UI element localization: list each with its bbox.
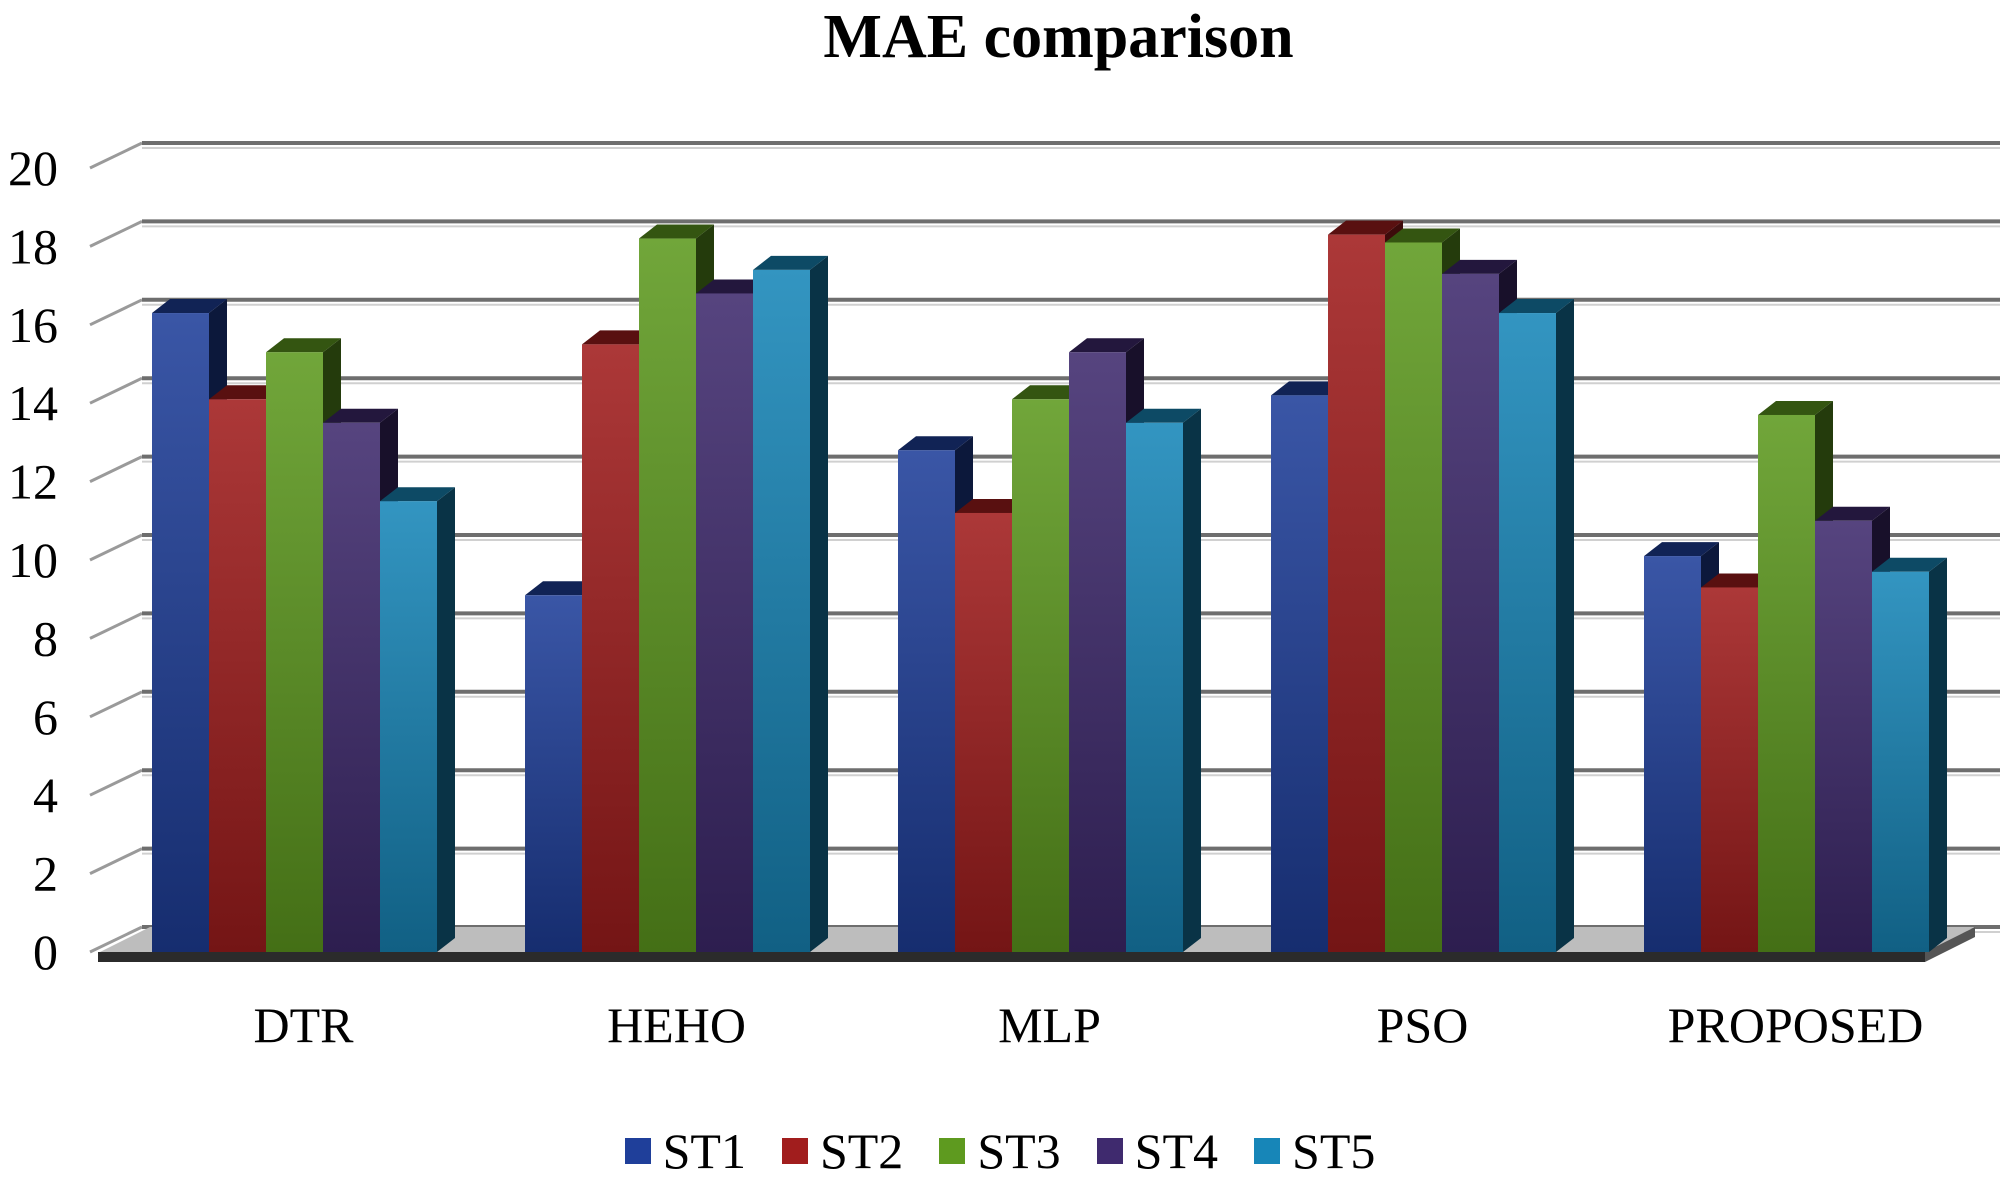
bar (1499, 299, 1574, 952)
legend-label: ST4 (1134, 1123, 1219, 1179)
x-category-label: PROPOSED (1668, 997, 1924, 1053)
gridline (89, 141, 2000, 170)
y-tick-label: 8 (33, 610, 58, 666)
y-tick-label: 10 (8, 532, 58, 588)
legend-swatch (1254, 1138, 1281, 1164)
bars (152, 220, 1947, 953)
legend-label: ST5 (1292, 1123, 1376, 1179)
legend-item: ST2 (781, 1122, 904, 1180)
legend-swatch (1096, 1138, 1123, 1164)
legend-swatch (624, 1138, 651, 1164)
legend-item: ST4 (1096, 1122, 1219, 1180)
legend-swatch (781, 1138, 808, 1164)
y-tick-label: 20 (8, 140, 58, 196)
bar (380, 487, 455, 952)
legend-label: ST2 (819, 1123, 904, 1179)
y-tick-label: 4 (33, 767, 58, 823)
gridline (89, 297, 2000, 327)
legend-swatch (939, 1138, 966, 1164)
x-category-label: PSO (1377, 997, 1469, 1053)
y-tick-label: 18 (8, 218, 58, 274)
bar (1126, 408, 1201, 952)
y-tick-label: 12 (8, 454, 58, 510)
y-tick-label: 0 (33, 924, 58, 980)
x-category-label: HEHO (607, 997, 746, 1053)
y-tick-label: 6 (33, 689, 58, 745)
bar (1872, 557, 1947, 952)
legend: ST1 ST2 ST3 ST4 ST5 (0, 1122, 2000, 1180)
legend-label: ST1 (662, 1123, 746, 1179)
y-axis-ticks: 0 2 4 6 8 10 12 14 16 18 20 (8, 140, 58, 980)
x-category-label: MLP (998, 997, 1101, 1053)
x-category-label: DTR (254, 997, 355, 1053)
legend-label: ST3 (977, 1123, 1061, 1179)
bar (753, 255, 828, 953)
legend-item: ST1 (624, 1122, 746, 1180)
x-axis-categories: DTR HEHO MLP PSO PROPOSED (254, 997, 1924, 1053)
chart-title: MAE comparison (823, 3, 1294, 71)
legend-item: ST5 (1254, 1122, 1375, 1180)
y-tick-label: 14 (8, 375, 58, 431)
y-tick-label: 16 (8, 297, 58, 353)
gridline (89, 219, 2000, 248)
y-tick-label: 2 (33, 846, 58, 902)
legend-item: ST3 (939, 1122, 1061, 1180)
